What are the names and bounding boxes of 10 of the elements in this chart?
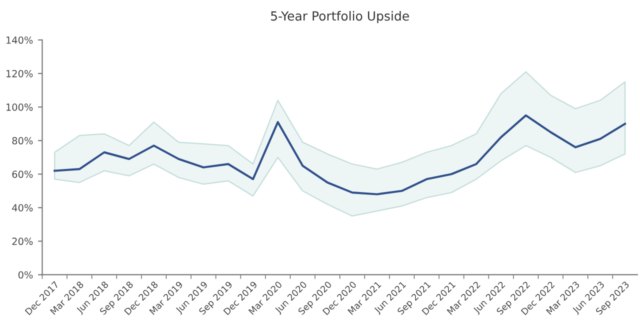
y-tick-label: 0%	[18, 271, 33, 279]
y-tick-label: 120%	[6, 70, 33, 78]
y-tick-label: 140%	[6, 36, 33, 44]
chart-title: 5-Year Portfolio Upside	[271, 11, 409, 24]
y-tick-label: 100%	[6, 104, 33, 111]
y-tick-label: 20%	[12, 238, 33, 246]
y-tick-label: 40%	[12, 204, 33, 212]
y-tick-label: 80%	[12, 137, 33, 144]
line-series	[54, 114, 626, 196]
y-tick-label: 60%	[12, 170, 33, 178]
